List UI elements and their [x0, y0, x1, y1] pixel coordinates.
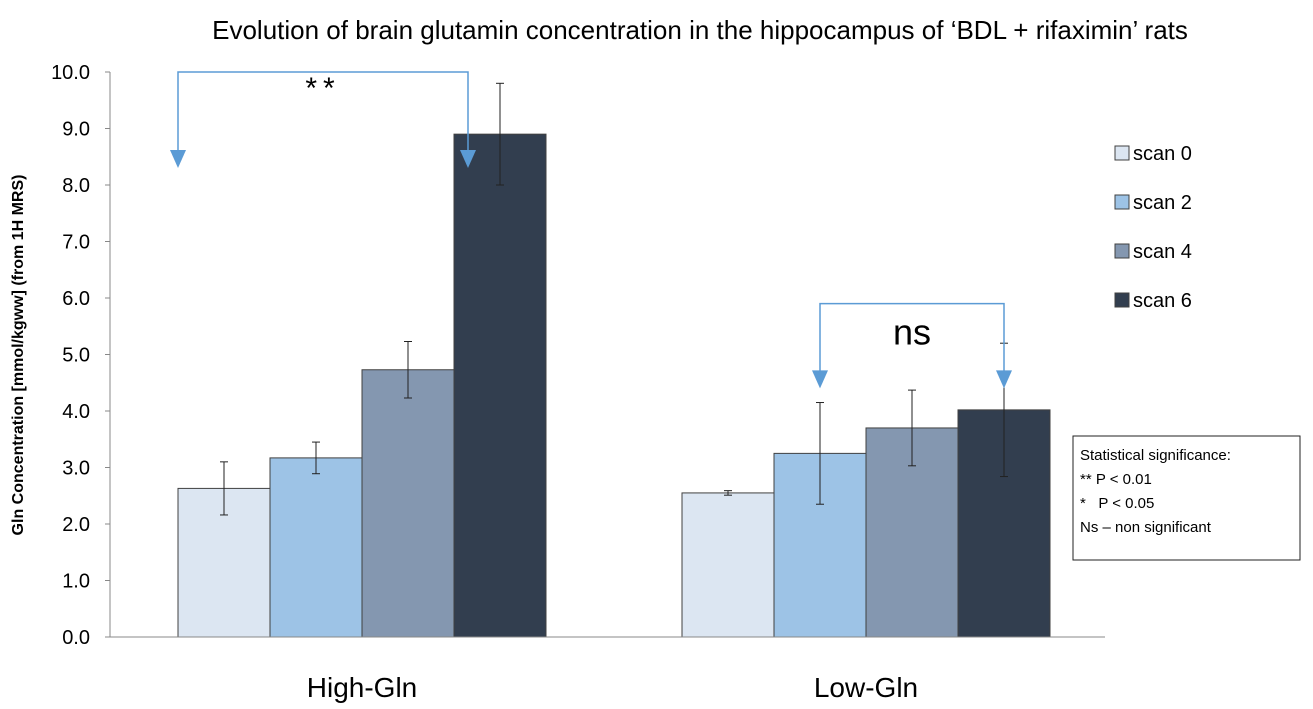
y-tick-label: 7.0: [62, 232, 90, 254]
legend-label: scan 6: [1133, 290, 1192, 312]
y-tick-label: 8.0: [62, 175, 90, 197]
bar-high-gln-scan-4: [361, 369, 455, 638]
stat-box-line: ** P < 0.01: [1080, 471, 1152, 488]
significance-label: ns: [893, 312, 931, 353]
legend-label: scan 4: [1133, 241, 1192, 263]
arrowhead-icon: [812, 370, 828, 389]
arrowhead-icon: [170, 150, 186, 169]
chart-title: Evolution of brain glutamin concentratio…: [212, 15, 1188, 45]
y-tick-label: 10.0: [51, 62, 90, 84]
bar-high-gln-scan-2: [269, 457, 363, 638]
legend-label: scan 0: [1133, 143, 1192, 165]
stat-box: [1072, 435, 1301, 561]
legend-swatch: [1114, 292, 1130, 308]
y-tick-label: 4.0: [62, 401, 90, 423]
stat-box-line: * P < 0.05: [1080, 495, 1154, 512]
y-tick-label: 5.0: [62, 345, 90, 367]
significance-label: **: [305, 72, 340, 105]
legend-swatch: [1114, 194, 1130, 210]
y-tick-label: 9.0: [62, 119, 90, 141]
legend-label: scan 2: [1133, 192, 1192, 214]
x-category-label: High-Gln: [307, 672, 417, 703]
y-tick-label: 2.0: [62, 514, 90, 536]
significance-bracket: [177, 71, 469, 153]
stat-box-line: Ns – non significant: [1080, 519, 1212, 536]
stat-box-title: Statistical significance:: [1080, 447, 1231, 464]
y-tick-label: 0.0: [62, 627, 90, 649]
bar-high-gln-scan-6: [453, 133, 547, 638]
y-tick-label: 1.0: [62, 571, 90, 593]
legend-swatch: [1114, 145, 1130, 161]
bar-low-gln-scan-0: [681, 492, 775, 638]
x-category-label: Low-Gln: [814, 672, 918, 703]
arrowhead-icon: [460, 150, 476, 169]
y-tick-label: 6.0: [62, 288, 90, 310]
y-tick-label: 3.0: [62, 458, 90, 480]
y-axis-label: Gln Concentration [mmol/kgww] (from 1H M…: [10, 175, 27, 536]
arrowhead-icon: [996, 370, 1012, 389]
significance-bracket: [819, 302, 1005, 373]
legend-swatch: [1114, 243, 1130, 259]
